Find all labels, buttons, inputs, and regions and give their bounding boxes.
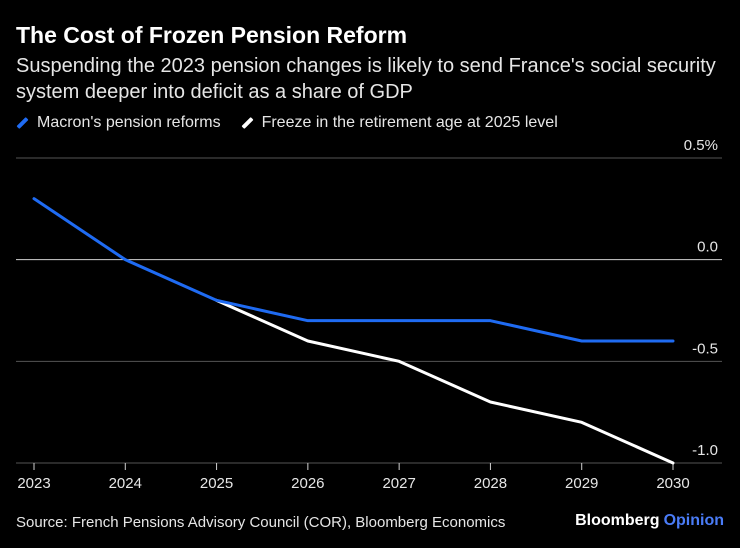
x-tick-label: 2025 <box>200 475 233 492</box>
brand-logo: Bloomberg Opinion <box>575 512 724 530</box>
legend-item-freeze: Freeze in the retirement age at 2025 lev… <box>241 114 558 132</box>
source-note: Source: French Pensions Advisory Council… <box>16 514 506 531</box>
y-tick-label: 0.0 <box>697 239 718 256</box>
legend-label-freeze: Freeze in the retirement age at 2025 lev… <box>261 114 558 131</box>
series-line-reforms <box>32 197 675 343</box>
legend-label-reforms: Macron's pension reforms <box>37 114 221 131</box>
x-tick-label: 2027 <box>382 475 415 492</box>
legend-item-reforms: Macron's pension reforms <box>16 114 221 132</box>
x-tick-label: 2029 <box>565 475 598 492</box>
x-tick-label: 2030 <box>656 475 689 492</box>
y-tick-label: -1.0 <box>692 442 718 459</box>
x-tick-label: 2023 <box>17 475 50 492</box>
legend: Macron's pension reforms Freeze in the r… <box>16 114 578 132</box>
x-tick-label: 2028 <box>474 475 507 492</box>
brand-opinion: Opinion <box>663 512 724 529</box>
brand-name: Bloomberg <box>575 512 660 529</box>
x-tick-label: 2024 <box>109 475 142 492</box>
x-tick-label: 2026 <box>291 475 324 492</box>
chart-subtitle: Suspending the 2023 pension changes is l… <box>16 55 716 103</box>
series-line-freeze <box>215 298 675 465</box>
chart-title: The Cost of Frozen Pension Reform <box>16 22 408 48</box>
y-tick-label: -0.5 <box>692 340 718 357</box>
y-tick-label: 0.5% <box>684 137 718 154</box>
